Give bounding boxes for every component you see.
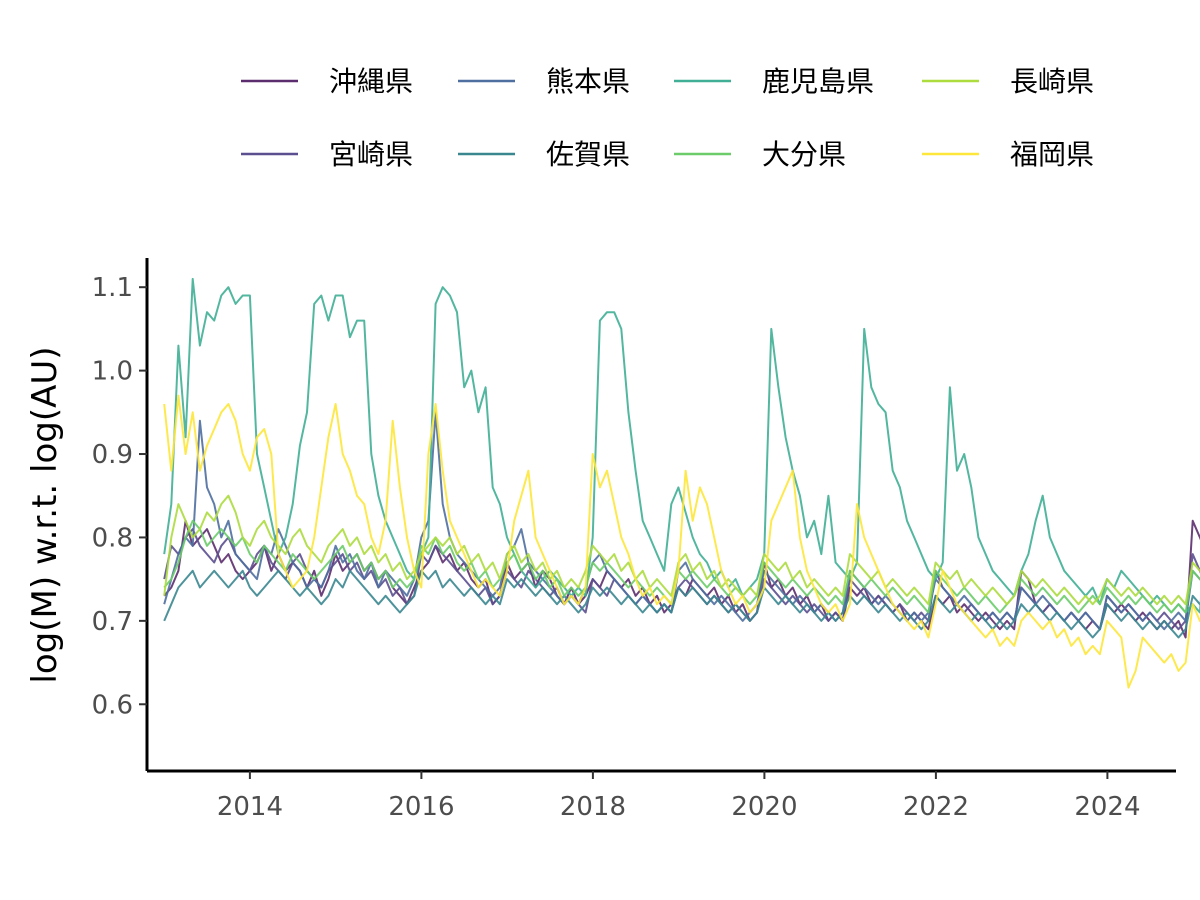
legend-label-4: 鹿児島県: [762, 65, 874, 98]
series-line-4: [163, 277, 1200, 614]
legend-label-5: 大分県: [762, 138, 846, 171]
y-tick-label: 0.8: [92, 523, 133, 553]
y-tick-label: 0.6: [92, 690, 133, 720]
y-ticks: 0.6 0.7 0.8 0.9 1.0 1.1: [92, 273, 147, 720]
x-ticks: 2014 2016 2018 2020 2022 2024: [217, 771, 1140, 822]
legend-label-3: 佐賀県: [546, 138, 630, 171]
x-tick-label: 2020: [731, 792, 797, 822]
legend-label-0: 沖縄県: [329, 65, 413, 98]
x-tick-label: 2022: [903, 792, 969, 822]
plot-lines: [163, 277, 1200, 689]
series-line-7: [163, 394, 1200, 689]
series-line-0: [163, 519, 1200, 639]
legend-label-2: 熊本県: [546, 65, 630, 98]
y-tick-label: 0.9: [92, 440, 133, 470]
legend-label-6: 長崎県: [1010, 65, 1094, 98]
x-tick-label: 2024: [1074, 792, 1140, 822]
y-tick-label: 1.1: [92, 273, 133, 303]
series-line-6: [163, 494, 1200, 606]
x-tick-label: 2014: [217, 792, 283, 822]
y-tick-label: 0.7: [92, 607, 133, 637]
legend-label-7: 福岡県: [1010, 138, 1094, 171]
x-tick-label: 2016: [388, 792, 454, 822]
series-line-3: [163, 569, 1200, 639]
y-tick-label: 1.0: [92, 357, 133, 387]
axes: [145, 258, 1176, 773]
x-tick-label: 2018: [560, 792, 626, 822]
legend-label-1: 宮崎県: [329, 138, 413, 171]
y-axis-title: log(M) w.r.t. log(AU): [25, 346, 65, 683]
